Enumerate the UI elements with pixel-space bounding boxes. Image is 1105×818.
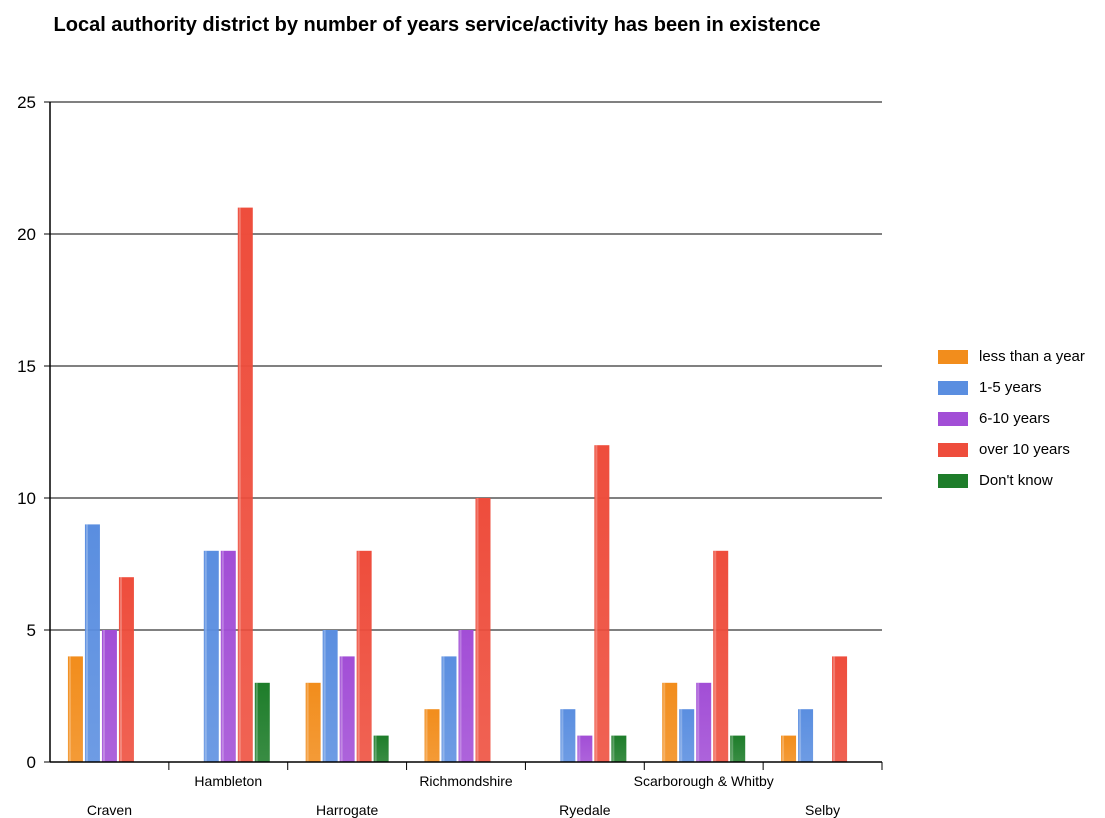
bar-highlight	[799, 709, 802, 762]
legend-item: 6-10 years	[938, 403, 1085, 434]
x-category-label: Hambleton	[194, 773, 262, 789]
legend-label: less than a year	[979, 348, 1085, 365]
bar	[781, 735, 797, 762]
bar-highlight	[255, 682, 258, 762]
legend-label: Don't know	[979, 472, 1053, 489]
y-tick-label: 15	[17, 357, 36, 376]
bar	[220, 550, 236, 762]
y-tick-label: 25	[17, 93, 36, 112]
bar	[356, 550, 372, 762]
bar-highlight	[595, 445, 598, 762]
legend-swatch	[938, 473, 968, 488]
bar	[67, 656, 83, 762]
bar-highlight	[561, 709, 564, 762]
bar-highlight	[238, 207, 241, 763]
x-category-label: Ryedale	[559, 802, 611, 818]
bar	[237, 207, 253, 763]
legend-item: over 10 years	[938, 434, 1085, 465]
bar-highlight	[68, 656, 71, 762]
bar	[730, 735, 746, 762]
bar-highlight	[833, 656, 836, 762]
bar	[679, 709, 695, 762]
bar-highlight	[782, 735, 785, 762]
bar-highlight	[306, 682, 309, 762]
legend: less than a year 1-5 years 6-10 years over …	[938, 341, 1085, 496]
legend-label: over 10 years	[979, 441, 1070, 458]
bar	[475, 498, 491, 762]
x-category-label: Harrogate	[316, 802, 378, 818]
bar-highlight	[680, 709, 683, 762]
bar-highlight	[221, 550, 224, 762]
bar-highlight	[578, 735, 581, 762]
bar	[441, 656, 457, 762]
bars	[67, 207, 848, 763]
bar	[560, 709, 576, 762]
bar-highlight	[102, 630, 105, 762]
x-category-label: Selby	[805, 802, 840, 818]
bar	[322, 630, 338, 762]
bar	[594, 445, 610, 762]
bar	[611, 735, 627, 762]
bar	[832, 656, 848, 762]
bar-highlight	[476, 498, 479, 762]
legend-swatch	[938, 442, 968, 457]
bar-highlight	[323, 630, 326, 762]
legend-item: Don't know	[938, 465, 1085, 496]
y-tick-label: 5	[27, 621, 36, 640]
bar-highlight	[119, 577, 122, 762]
legend-label: 1-5 years	[979, 379, 1042, 396]
chart-title: Local authority district by number of ye…	[53, 14, 821, 36]
bar	[424, 709, 440, 762]
bar	[118, 577, 134, 762]
bar	[662, 682, 678, 762]
legend-swatch	[938, 380, 968, 395]
bar	[713, 550, 729, 762]
y-tick-label: 10	[17, 489, 36, 508]
gridlines	[50, 101, 882, 631]
bar-highlight	[714, 550, 717, 762]
bar	[798, 709, 814, 762]
bar-highlight	[459, 630, 462, 762]
bar-highlight	[340, 656, 343, 762]
bar	[373, 735, 389, 762]
y-tick-label: 0	[27, 753, 36, 772]
legend-item: 1-5 years	[938, 372, 1085, 403]
bar	[101, 630, 117, 762]
bar-highlight	[204, 550, 207, 762]
legend-swatch	[938, 411, 968, 426]
bar-highlight	[374, 735, 377, 762]
y-tick-label: 20	[17, 225, 36, 244]
bar-highlight	[731, 735, 734, 762]
legend-swatch	[938, 349, 968, 364]
x-category-label: Craven	[87, 802, 132, 818]
bar-highlight	[612, 735, 615, 762]
x-category-label: Scarborough & Whitby	[634, 773, 774, 789]
bar	[577, 735, 593, 762]
axes: 0 5 10 15 20 25 Craven Hambleton Harrogate Richmo…	[17, 93, 883, 818]
bar	[203, 550, 219, 762]
bar-highlight	[663, 682, 666, 762]
bar	[254, 682, 270, 762]
bar	[84, 524, 100, 762]
x-category-label: Richmondshire	[419, 773, 513, 789]
bar-highlight	[85, 524, 88, 762]
bar	[696, 682, 712, 762]
bar-highlight	[357, 550, 360, 762]
bar	[305, 682, 321, 762]
bar-highlight	[697, 682, 700, 762]
bar	[339, 656, 355, 762]
bar	[458, 630, 474, 762]
bar-highlight	[425, 709, 428, 762]
bar-highlight	[442, 656, 445, 762]
legend-item: less than a year	[938, 341, 1085, 372]
legend-label: 6-10 years	[979, 410, 1050, 427]
